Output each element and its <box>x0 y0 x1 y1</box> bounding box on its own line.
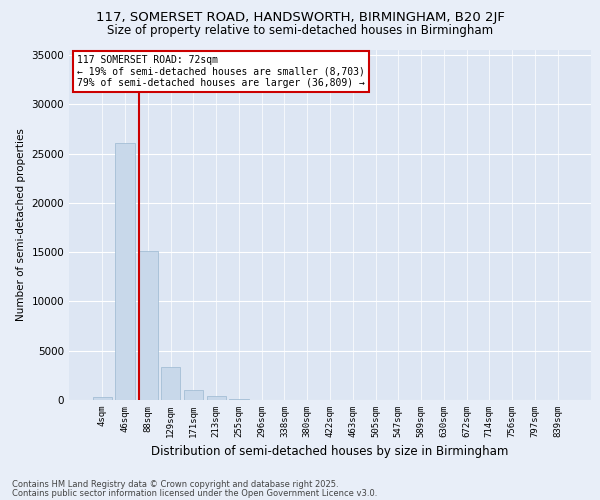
Bar <box>93 396 112 400</box>
Text: Size of property relative to semi-detached houses in Birmingham: Size of property relative to semi-detach… <box>107 24 493 37</box>
Bar <box>161 368 181 400</box>
Bar <box>115 142 135 400</box>
Text: 117 SOMERSET ROAD: 72sqm
← 19% of semi-detached houses are smaller (8,703)
79% o: 117 SOMERSET ROAD: 72sqm ← 19% of semi-d… <box>77 56 365 88</box>
Text: Contains HM Land Registry data © Crown copyright and database right 2025.: Contains HM Land Registry data © Crown c… <box>12 480 338 489</box>
Text: Contains public sector information licensed under the Open Government Licence v3: Contains public sector information licen… <box>12 488 377 498</box>
Y-axis label: Number of semi-detached properties: Number of semi-detached properties <box>16 128 26 322</box>
Bar <box>206 396 226 400</box>
Bar <box>184 390 203 400</box>
Bar <box>138 251 158 400</box>
X-axis label: Distribution of semi-detached houses by size in Birmingham: Distribution of semi-detached houses by … <box>151 446 509 458</box>
Text: 117, SOMERSET ROAD, HANDSWORTH, BIRMINGHAM, B20 2JF: 117, SOMERSET ROAD, HANDSWORTH, BIRMINGH… <box>95 12 505 24</box>
Bar <box>229 398 248 400</box>
